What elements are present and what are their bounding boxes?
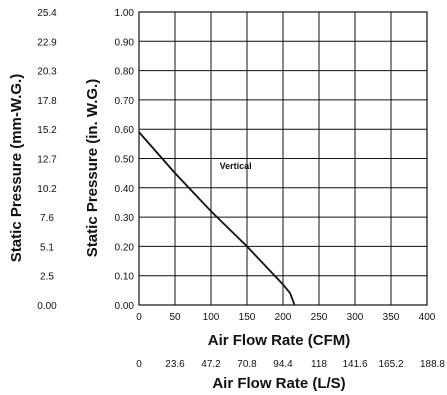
annotation-label: Vertical	[220, 161, 252, 171]
x-tick-label-ls: 47.2	[201, 359, 221, 370]
y-tick-label-mm: 12.7	[37, 155, 57, 166]
plot-frame	[138, 11, 428, 306]
y-tick-label-mm: 10.2	[37, 184, 57, 195]
x-tick-label-ls: 23.6	[165, 359, 185, 370]
x-tick-label-cfm: 150	[239, 312, 256, 323]
y-tick-label-inches: 0.80	[115, 67, 135, 78]
x-axis-title-cfm: Air Flow Rate (CFM)	[208, 332, 351, 349]
y-tick-labels-inches: 0.00 0.10 0.20 0.30 0.40 0.50 0.60 0.70 0.80 0.90…	[115, 8, 135, 312]
y-tick-label-inches: 0.10	[115, 272, 135, 283]
y-tick-label-mm: 17.8	[37, 96, 57, 107]
x-tick-label-cfm: 100	[203, 312, 220, 323]
y-tick-label-inches: 0.60	[115, 125, 135, 136]
y-tick-label-mm: 20.3	[37, 67, 57, 78]
x-tick-label-ls: 0	[136, 359, 142, 370]
y-tick-label-inches: 0.50	[115, 155, 135, 166]
x-tick-label-cfm: 350	[383, 312, 400, 323]
y-tick-label-mm: 15.2	[37, 125, 57, 136]
y-tick-label-inches: 1.00	[115, 8, 135, 19]
x-tick-label-ls: 70.8	[237, 359, 257, 370]
series-line-vertical	[138, 131, 296, 306]
y-tick-label-mm: 0.00	[37, 301, 57, 312]
x-tick-label-cfm: 200	[275, 312, 292, 323]
y-tick-label-mm: 22.9	[37, 37, 57, 48]
x-axis-title-ls: Air Flow Rate (L/S)	[212, 375, 345, 392]
y-tick-label-mm: 5.1	[40, 242, 54, 253]
y-tick-label-inches: 0.40	[115, 184, 135, 195]
x-tick-labels-cfm: 0 50 100 150 200 250 300 350 400	[136, 312, 436, 323]
x-tick-label-cfm: 300	[347, 312, 364, 323]
x-tick-label-cfm: 0	[136, 312, 142, 323]
y-tick-label-inches: 0.90	[115, 37, 135, 48]
x-tick-label-cfm: 50	[169, 312, 181, 323]
y-tick-label-inches: 0.00	[115, 301, 135, 312]
x-tick-label-ls: 118	[311, 359, 327, 370]
y-tick-labels-mm: 0.00 2.5 5.1 7.6 10.2 12.7 15.2 17.8 20.3 22.9 25.…	[37, 8, 57, 312]
y-tick-label-inches: 0.70	[115, 96, 135, 107]
x-tick-label-cfm: 250	[311, 312, 328, 323]
x-tick-label-ls: 141.6	[342, 359, 367, 370]
grid	[139, 12, 427, 305]
x-tick-labels-ls: 0 23.6 47.2 70.8 94.4 118 141.6 165.2 188.8	[136, 359, 445, 370]
y-tick-label-inches: 0.20	[115, 242, 135, 253]
y-tick-label-mm: 2.5	[40, 272, 54, 283]
annotation-layer: Vertical	[220, 161, 252, 171]
y-tick-label-inches: 0.30	[115, 213, 135, 224]
x-tick-label-ls: 165.2	[378, 359, 403, 370]
series-layer	[138, 131, 296, 306]
x-tick-label-ls: 188.8	[420, 359, 445, 370]
y-axis-title-inches: Static Pressure (in. W.G.)	[84, 79, 101, 257]
y-tick-label-mm: 25.4	[37, 8, 57, 19]
x-tick-label-ls: 94.4	[273, 359, 293, 370]
x-tick-label-cfm: 400	[419, 312, 436, 323]
y-tick-label-mm: 7.6	[40, 213, 54, 224]
y-axis-title-mm: Static Pressure (mm-W.G.)	[8, 74, 25, 262]
